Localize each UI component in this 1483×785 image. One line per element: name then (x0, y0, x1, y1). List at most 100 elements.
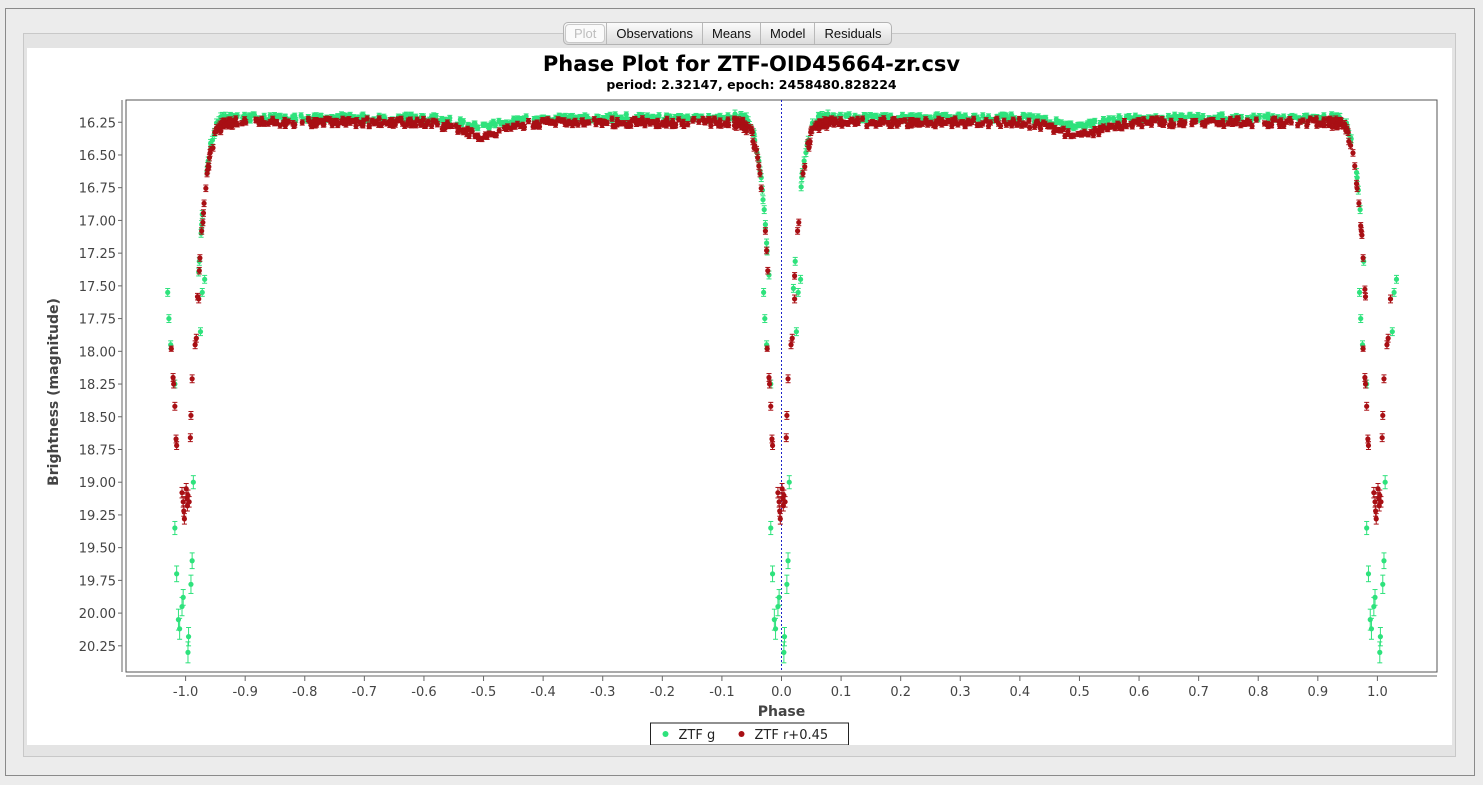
data-point-g (1117, 115, 1123, 122)
x-tick-label: -0.4 (530, 685, 555, 700)
data-point-g (189, 558, 195, 564)
tab-plot[interactable]: Plot (565, 24, 606, 43)
data-point-g (475, 125, 481, 131)
data-point-r (664, 116, 670, 122)
x-tick-label: -1.0 (173, 685, 198, 700)
data-point-g (1182, 115, 1188, 121)
data-point-r (1065, 128, 1071, 134)
data-point-r (1220, 118, 1226, 124)
x-tick-label: -0.9 (232, 685, 257, 700)
tab-observations[interactable]: Observations (606, 23, 702, 44)
data-point-r (1233, 120, 1239, 126)
y-tick-label: 16.75 (79, 182, 116, 197)
data-point-r (1119, 125, 1125, 131)
data-point-r (434, 121, 440, 127)
data-point-r (398, 116, 404, 122)
data-point-g (801, 158, 807, 164)
data-point-g (1043, 115, 1049, 121)
data-point-r (234, 121, 240, 127)
data-point-r (1253, 117, 1259, 123)
y-tick-label: 17.25 (79, 247, 116, 262)
data-point-r (609, 116, 615, 122)
data-point-r (413, 122, 419, 128)
y-tick-label: 16.25 (79, 116, 116, 131)
data-point-g (781, 649, 787, 655)
data-point-r (1221, 123, 1227, 129)
data-point-g (793, 329, 799, 335)
tab-residuals[interactable]: Residuals (814, 23, 890, 44)
data-point-g (760, 197, 766, 203)
data-point-r (575, 121, 581, 128)
data-point-g (247, 117, 253, 124)
data-point-r (469, 128, 475, 134)
data-point-r (1182, 119, 1188, 125)
data-point-g (771, 617, 777, 623)
data-point-g (761, 207, 767, 213)
data-point-g (190, 479, 196, 485)
tab-model[interactable]: Model (760, 23, 814, 44)
chart-subtitle: period: 2.32147, epoch: 2458480.828224 (606, 77, 897, 92)
phase-plot-chart[interactable]: Phase Plot for ZTF-OID45664-zr.csvperiod… (27, 48, 1452, 745)
data-point-r (586, 119, 592, 125)
x-tick-label: 0.8 (1248, 685, 1269, 700)
y-tick-label: 20.00 (79, 607, 116, 622)
data-point-g (1380, 581, 1386, 587)
data-point-g (781, 634, 788, 640)
data-point-g (172, 525, 178, 531)
y-axis-label: Brightness (magnitude) (46, 298, 62, 486)
data-point-r (353, 123, 359, 129)
data-point-r (1123, 123, 1129, 129)
data-point-g (656, 112, 662, 118)
x-tick-label: 0.4 (1010, 685, 1031, 700)
data-point-g (174, 571, 180, 577)
data-point-r (1193, 118, 1199, 124)
data-point-r (673, 122, 679, 128)
data-point-g (798, 184, 804, 190)
plot-area: Phase Plot for ZTF-OID45664-zr.csv period… (27, 48, 1452, 745)
x-tick-label: 0.2 (890, 685, 911, 700)
data-point-g (1256, 113, 1263, 119)
data-point-r (360, 122, 366, 128)
data-point-g (1353, 169, 1360, 176)
data-point-g (1219, 111, 1225, 118)
data-point-g (761, 289, 767, 296)
data-point-g (795, 289, 801, 296)
data-point-g (1368, 626, 1375, 632)
data-point-r (691, 116, 697, 122)
data-point-r (292, 122, 298, 128)
data-point-g (764, 240, 770, 246)
data-point-g (1381, 558, 1387, 564)
data-point-g (177, 626, 183, 632)
data-point-g (1358, 315, 1364, 322)
data-point-g (1030, 113, 1036, 120)
data-point-g (1389, 329, 1395, 335)
data-point-r (261, 121, 267, 127)
data-point-r (681, 123, 687, 129)
y-tick-label: 17.75 (79, 313, 116, 328)
data-point-r (1014, 122, 1021, 128)
data-point-r (525, 118, 532, 124)
data-point-g (785, 558, 791, 564)
data-point-r (1139, 123, 1145, 129)
data-point-r (1060, 126, 1067, 132)
data-point-r (1136, 117, 1143, 123)
x-tick-label: 0.5 (1069, 685, 1090, 700)
data-point-r (243, 119, 249, 126)
data-point-r (299, 119, 305, 126)
x-tick-label: 0.0 (771, 685, 792, 700)
data-point-r (536, 124, 543, 130)
data-point-g (786, 479, 792, 485)
data-point-r (493, 132, 499, 138)
data-point-g (1367, 617, 1373, 623)
data-point-r (898, 118, 904, 124)
data-point-r (1272, 116, 1278, 122)
data-point-r (1071, 133, 1077, 139)
data-point-g (188, 581, 194, 587)
data-point-r (1225, 120, 1231, 127)
data-point-g (1372, 594, 1378, 600)
x-tick-label: -0.6 (411, 685, 436, 700)
data-point-r (366, 122, 373, 129)
data-point-r (1026, 118, 1032, 124)
tab-means[interactable]: Means (702, 23, 760, 44)
data-point-g (175, 617, 182, 623)
